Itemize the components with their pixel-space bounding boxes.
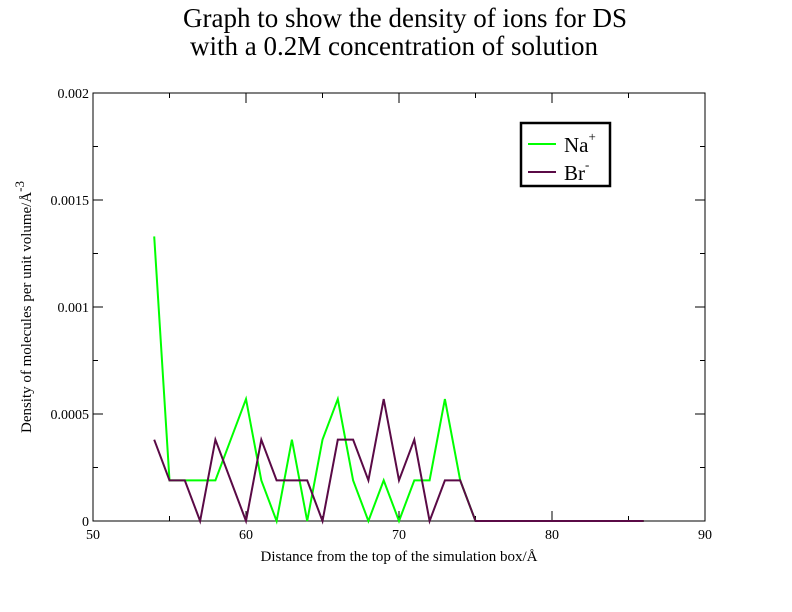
x-tick-label: 90 bbox=[698, 528, 712, 543]
y-axis-label-text: Density of molecules per unit volume/Å bbox=[19, 192, 35, 433]
legend-label-br: Br bbox=[564, 161, 585, 185]
y-tick-label: 0.0005 bbox=[51, 408, 90, 423]
legend-sup-na: + bbox=[589, 129, 596, 144]
y-tick-label: 0.002 bbox=[58, 87, 90, 102]
x-tick-label: 80 bbox=[545, 528, 559, 543]
legend-sup-br: - bbox=[585, 157, 589, 172]
legend-entry-na: Na+ bbox=[564, 129, 596, 157]
x-tick-label: 50 bbox=[86, 528, 100, 543]
legend: Na+ Br- bbox=[519, 121, 612, 188]
y-tick-label: 0.0015 bbox=[51, 194, 90, 209]
chart-title-line-2: with a 0.2M concentration of solution bbox=[190, 31, 598, 61]
x-axis-label: Distance from the top of the simulation … bbox=[260, 549, 537, 565]
axis-tick-labels: 50 60 70 80 90 0 0.0005 0.001 0.0015 0.002 bbox=[51, 87, 713, 543]
series-line-br bbox=[153, 398, 644, 525]
series-layer bbox=[153, 236, 644, 525]
plot-frame bbox=[92, 92, 706, 522]
x-tick-label: 60 bbox=[239, 528, 253, 543]
legend-box bbox=[519, 121, 612, 188]
y-tick-label: 0.001 bbox=[58, 301, 90, 316]
y-axis-label: Density of molecules per unit volume/Å-3 bbox=[12, 181, 35, 433]
x-tick-label: 70 bbox=[392, 528, 406, 543]
legend-label-na: Na bbox=[564, 133, 589, 157]
y-axis-label-group: Density of molecules per unit volume/Å-3 bbox=[12, 181, 35, 433]
axis-ticks bbox=[92, 92, 706, 522]
y-tick-label: 0 bbox=[82, 515, 89, 530]
legend-entry-br: Br- bbox=[564, 157, 589, 185]
y-axis-label-sup: -3 bbox=[12, 181, 27, 192]
chart-title-line-1: Graph to show the density of ions for DS bbox=[183, 3, 627, 33]
